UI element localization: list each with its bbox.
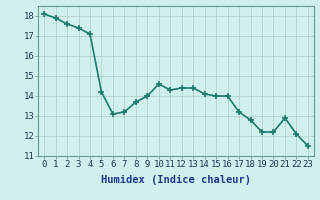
X-axis label: Humidex (Indice chaleur): Humidex (Indice chaleur) (101, 175, 251, 185)
